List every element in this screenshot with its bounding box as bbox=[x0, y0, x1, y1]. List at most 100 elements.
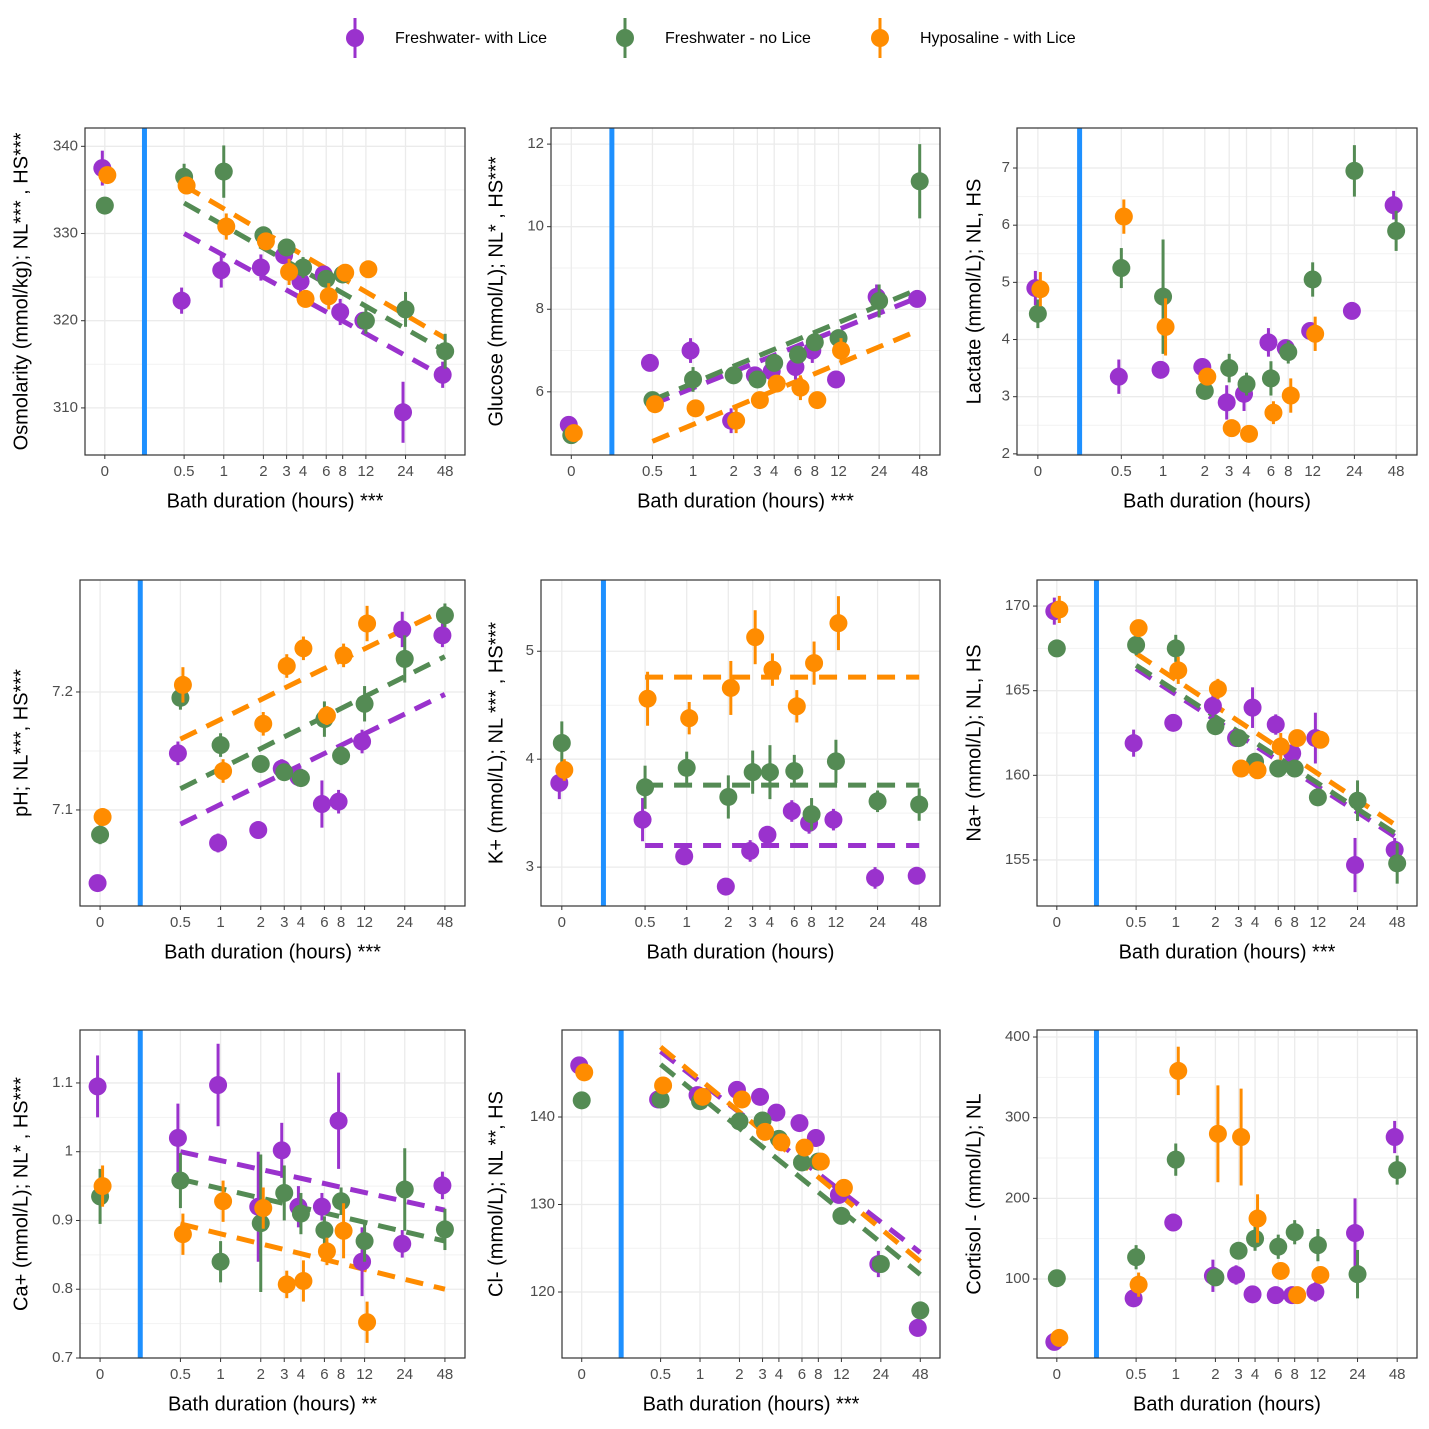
point bbox=[1243, 1285, 1262, 1304]
x-axis-label: Bath duration (hours) *** bbox=[167, 490, 384, 512]
x-tick-label: 4 bbox=[1251, 914, 1259, 931]
point bbox=[552, 734, 571, 752]
point bbox=[254, 1199, 273, 1218]
point bbox=[435, 1220, 454, 1239]
point bbox=[1387, 221, 1406, 240]
point bbox=[802, 805, 821, 824]
point bbox=[756, 1122, 775, 1141]
x-axis-label: Bath duration (hours) bbox=[1133, 1393, 1321, 1415]
y-tick-label: 130 bbox=[530, 1195, 555, 1212]
x-tick-label: 0 bbox=[96, 1366, 104, 1383]
point bbox=[312, 795, 331, 814]
plot-border bbox=[1036, 579, 1418, 907]
y-tick-label: 10 bbox=[527, 218, 544, 235]
legend-item: Freshwater- with Lice bbox=[346, 18, 547, 58]
point bbox=[1232, 1128, 1251, 1147]
point bbox=[808, 391, 827, 410]
point bbox=[1229, 1241, 1248, 1260]
y-axis-label: Cortisol - (mmol/L); NL bbox=[963, 1093, 985, 1294]
point bbox=[294, 639, 313, 658]
point bbox=[1261, 369, 1280, 388]
point bbox=[1311, 730, 1330, 749]
point bbox=[329, 792, 348, 811]
x-tick-label: 1 bbox=[216, 914, 224, 931]
y-tick-label: 165 bbox=[1005, 682, 1030, 699]
x-tick-label: 6 bbox=[1274, 1366, 1282, 1383]
x-tick-label: 1 bbox=[689, 463, 697, 480]
x-axis-label: Bath duration (hours) bbox=[647, 941, 835, 963]
point bbox=[1166, 639, 1185, 658]
point bbox=[638, 689, 657, 708]
y-tick-label: 7 bbox=[1002, 159, 1010, 176]
x-tick-label: 0.5 bbox=[635, 914, 656, 931]
point bbox=[1047, 639, 1066, 658]
plot-border bbox=[79, 1029, 466, 1359]
point bbox=[824, 810, 843, 829]
point bbox=[911, 1301, 930, 1320]
point bbox=[317, 1242, 336, 1261]
point bbox=[1240, 424, 1259, 443]
point bbox=[395, 1180, 414, 1199]
point bbox=[173, 675, 192, 694]
point bbox=[254, 714, 273, 733]
y-tick-label: 4 bbox=[526, 750, 534, 767]
x-tick-label: 48 bbox=[912, 1366, 929, 1383]
point bbox=[331, 302, 350, 321]
trend-line bbox=[182, 231, 447, 380]
point bbox=[433, 1176, 452, 1195]
x-tick-label: 12 bbox=[1304, 463, 1321, 480]
x-tick-label: 3 bbox=[749, 914, 757, 931]
y-tick-label: 0.9 bbox=[52, 1211, 73, 1228]
point bbox=[1112, 259, 1131, 278]
point bbox=[716, 877, 735, 896]
legend-item: Freshwater - no Lice bbox=[616, 18, 811, 58]
point bbox=[767, 1103, 786, 1122]
point bbox=[811, 1152, 830, 1171]
point bbox=[1050, 600, 1069, 619]
point bbox=[332, 746, 351, 765]
point bbox=[93, 1177, 112, 1196]
trend-line bbox=[182, 183, 447, 341]
x-axis-label: Bath duration (hours) *** bbox=[643, 1393, 860, 1415]
point bbox=[730, 1112, 749, 1131]
point bbox=[636, 778, 655, 797]
x-tick-label: 0 bbox=[1053, 914, 1061, 931]
point bbox=[1269, 759, 1288, 778]
point bbox=[1050, 1328, 1069, 1347]
point bbox=[1164, 1213, 1183, 1232]
x-tick-label: 0.5 bbox=[1126, 1366, 1147, 1383]
point bbox=[436, 342, 455, 361]
x-tick-label: 2 bbox=[1201, 463, 1209, 480]
point bbox=[294, 258, 313, 277]
y-tick-label: 0.7 bbox=[52, 1349, 73, 1366]
point bbox=[1154, 287, 1173, 306]
x-tick-label: 0.5 bbox=[174, 463, 195, 480]
point bbox=[251, 754, 270, 773]
point bbox=[633, 810, 652, 829]
y-tick-label: 120 bbox=[530, 1283, 555, 1300]
point bbox=[1109, 367, 1128, 386]
legend-item: Hyposaline - with Lice bbox=[871, 18, 1076, 58]
point bbox=[680, 709, 699, 728]
point bbox=[332, 1192, 351, 1211]
y-tick-label: 0.8 bbox=[52, 1280, 73, 1297]
point bbox=[1306, 324, 1325, 343]
x-tick-label: 48 bbox=[437, 914, 454, 931]
x-tick-label: 3 bbox=[753, 463, 761, 480]
point bbox=[1220, 359, 1239, 378]
x-tick-label: 6 bbox=[1274, 914, 1282, 931]
x-tick-label: 6 bbox=[1267, 463, 1275, 480]
point bbox=[795, 1138, 814, 1157]
x-tick-label: 2 bbox=[1211, 914, 1219, 931]
x-tick-label: 24 bbox=[1349, 1366, 1366, 1383]
trend-line bbox=[651, 327, 921, 444]
x-tick-label: 1 bbox=[683, 914, 691, 931]
x-tick-label: 8 bbox=[807, 914, 815, 931]
point bbox=[358, 614, 377, 633]
x-tick-label: 8 bbox=[1291, 1366, 1299, 1383]
point bbox=[1129, 619, 1148, 638]
point bbox=[910, 172, 929, 191]
x-tick-label: 3 bbox=[1225, 463, 1233, 480]
point bbox=[251, 258, 270, 277]
